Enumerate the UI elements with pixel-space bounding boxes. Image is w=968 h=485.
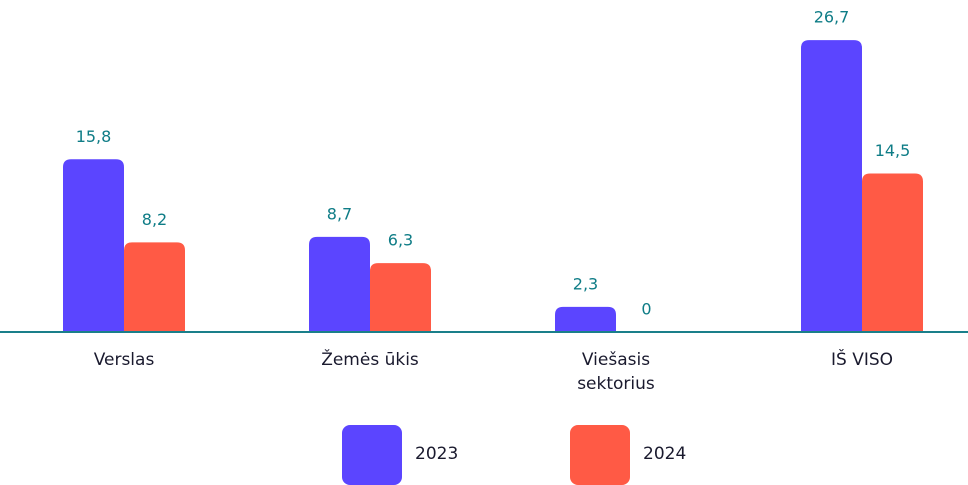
bar [63, 159, 124, 332]
x-tick-label: Verslas [93, 350, 155, 370]
legend-text: 2023 [415, 444, 458, 464]
value-label: 8,7 [327, 204, 352, 223]
x-tick-label: Viešasis sektorius [577, 350, 655, 394]
value-label: 15,8 [76, 127, 112, 146]
value-label: 14,5 [875, 141, 911, 160]
bar [862, 173, 923, 332]
legend-text: 2024 [643, 444, 686, 464]
value-label: 0 [641, 300, 651, 319]
bar [309, 236, 370, 332]
legend-swatch [570, 425, 630, 485]
bar [555, 306, 616, 332]
bar [124, 242, 185, 332]
bar [370, 263, 431, 332]
value-label: 6,3 [388, 231, 413, 250]
bar [801, 40, 862, 332]
value-label: 26,7 [814, 8, 850, 27]
x-tick-label: IŠ VISO [830, 350, 894, 370]
x-tick-label: Žemės ūkis [321, 350, 419, 370]
legend-swatch [342, 425, 402, 485]
value-label: 8,2 [142, 210, 167, 229]
value-label: 2,3 [573, 274, 598, 293]
